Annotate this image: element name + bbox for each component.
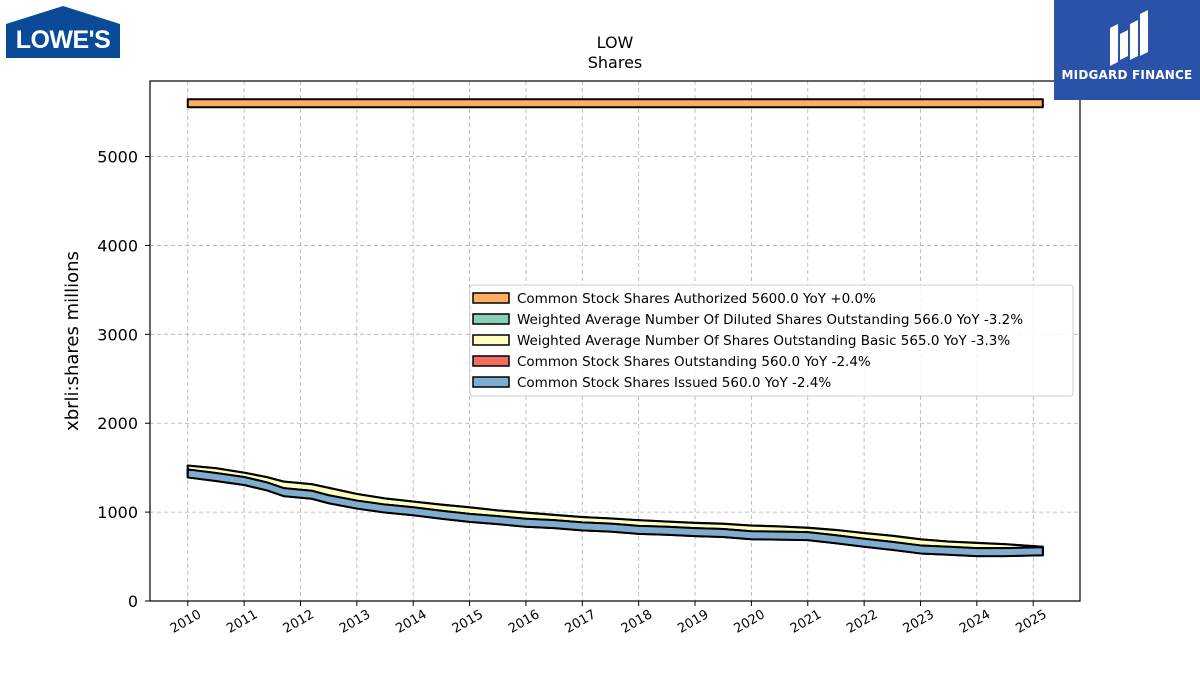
series-common-stock-shares-authorized bbox=[186, 98, 1044, 109]
y-tick-label: 5000 bbox=[97, 148, 138, 167]
legend-entry: Common Stock Shares Issued 560.0 YoY -2.… bbox=[517, 375, 831, 391]
x-tick-label: 2022 bbox=[844, 607, 880, 637]
legend-entry: Common Stock Shares Outstanding 560.0 Yo… bbox=[517, 354, 871, 370]
legend-swatch bbox=[472, 313, 510, 325]
x-tick-label: 2011 bbox=[224, 607, 260, 637]
house-icon: LOWE'S bbox=[6, 6, 120, 58]
x-tick-label: 2016 bbox=[506, 607, 542, 637]
series-layer bbox=[186, 98, 1044, 558]
y-tick-label: 2000 bbox=[97, 414, 138, 433]
x-tick-label: 2013 bbox=[337, 607, 373, 637]
x-tick-label: 2021 bbox=[788, 607, 824, 637]
y-tick-label: 3000 bbox=[97, 325, 138, 344]
series-weighted-average-number-of-shares-outstanding-basic bbox=[186, 464, 1044, 556]
x-tick-label: 2017 bbox=[562, 607, 598, 637]
lowes-logo-text: LOWE'S bbox=[16, 26, 111, 54]
x-tick-label: 2010 bbox=[168, 607, 204, 637]
y-tick-label: 4000 bbox=[97, 236, 138, 255]
legend-entry: Weighted Average Number Of Diluted Share… bbox=[517, 312, 1023, 328]
legend-swatch bbox=[472, 292, 510, 304]
legend-entry: Weighted Average Number Of Shares Outsta… bbox=[517, 333, 1010, 349]
x-tick-label: 2023 bbox=[901, 607, 937, 637]
x-tick-label: 2012 bbox=[281, 607, 317, 637]
y-axis-label: xbrli:shares millions bbox=[62, 251, 83, 431]
legend-swatch bbox=[472, 334, 510, 346]
midgard-finance-logo: MIDGARD FINANCE bbox=[1054, 0, 1200, 100]
chart-subtitle: Shares bbox=[588, 53, 643, 72]
x-tick-label: 2018 bbox=[619, 607, 655, 637]
midgard-emblem-icon bbox=[1110, 10, 1148, 66]
legend-swatch bbox=[472, 355, 510, 367]
lowes-logo: LOWE'S bbox=[6, 6, 120, 58]
x-tick-label: 2024 bbox=[957, 607, 993, 637]
legend: Common Stock Shares Authorized 5600.0 Yo… bbox=[469, 284, 1074, 397]
x-tick-label: 2025 bbox=[1013, 607, 1049, 637]
legend-entry: Common Stock Shares Authorized 5600.0 Yo… bbox=[517, 291, 876, 307]
plot-frame bbox=[149, 80, 1081, 602]
x-tick-label: 2015 bbox=[450, 607, 486, 637]
chart-title: LOW bbox=[597, 33, 634, 52]
y-tick-label: 1000 bbox=[97, 503, 138, 522]
legend-box bbox=[469, 284, 1074, 397]
y-tick-label: 0 bbox=[128, 592, 138, 611]
series-common-stock-shares-issued bbox=[186, 468, 1044, 558]
x-tick-label: 2020 bbox=[732, 607, 768, 637]
midgard-logo-text: MIDGARD FINANCE bbox=[1061, 68, 1193, 82]
x-tick-label: 2014 bbox=[393, 607, 429, 637]
x-tick-label: 2019 bbox=[675, 607, 711, 637]
legend-swatch bbox=[472, 376, 510, 388]
